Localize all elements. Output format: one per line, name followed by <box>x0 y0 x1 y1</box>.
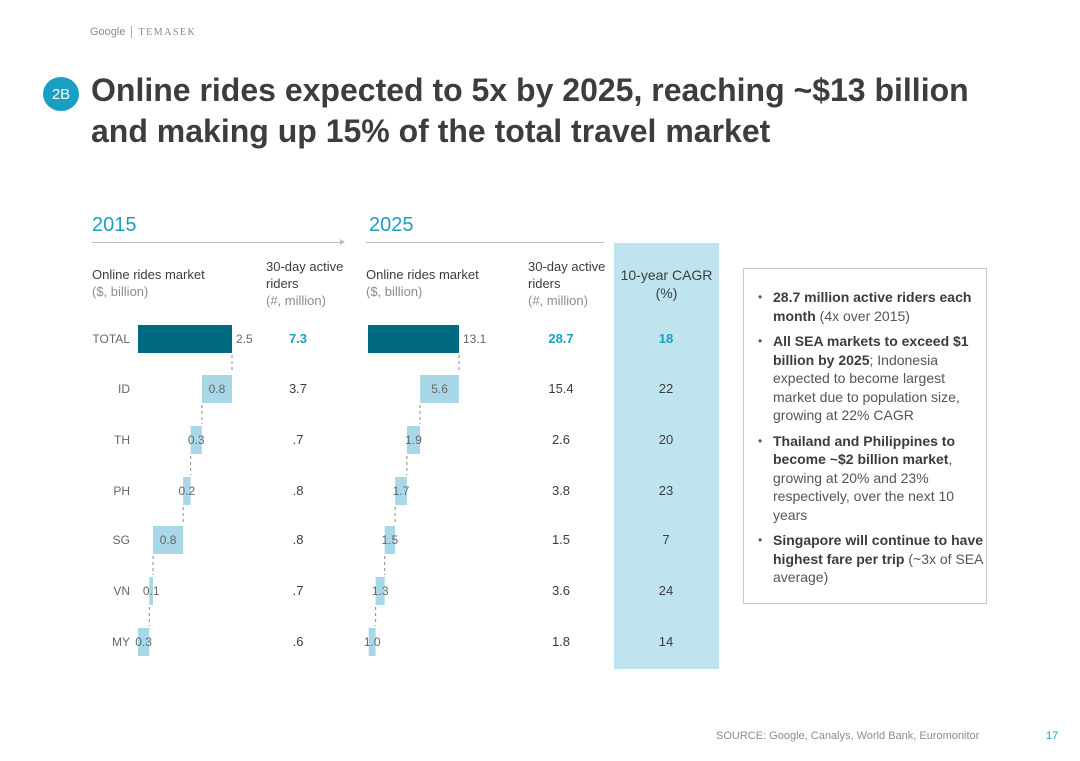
year-2025-divider <box>366 242 604 243</box>
value-label-2015-3: 0.2 <box>179 484 196 498</box>
bar-2025-sg <box>384 526 396 554</box>
value-label-2025-5: 1.3 <box>372 584 389 598</box>
value-label-2025-6: 1.0 <box>364 635 381 649</box>
bar-2015-th <box>190 426 202 454</box>
insight-highlight: Thailand and Philippines to become ~$2 b… <box>773 432 956 468</box>
market-header-2015-title: Online rides market <box>92 267 205 282</box>
riders-value-2015-3: .8 <box>293 483 304 498</box>
riders-header-2015: 30-day active riders (#, million) <box>266 258 356 309</box>
market-header-2025-unit: ($, billion) <box>366 284 423 299</box>
riders-value-2025-5: 3.6 <box>552 583 570 598</box>
cagr-header: 10-year CAGR (%) <box>620 267 713 301</box>
riders-value-2015-5: .7 <box>293 583 304 598</box>
insight-item: Singapore will continue to have highest … <box>744 531 986 587</box>
brand-logo: Google TEMASEK <box>90 26 196 38</box>
insight-highlight: All SEA markets to exceed $1 billion by … <box>773 333 969 368</box>
insight-item: 28.7 million active riders each month (4… <box>744 288 986 325</box>
riders-header-2025: 30-day active riders (#, million) <box>528 258 618 309</box>
category-label-th: TH <box>114 433 130 447</box>
insight-item: Thailand and Philippines to become ~$2 b… <box>744 432 986 525</box>
bar-2015-total <box>138 325 232 353</box>
bar-2015-id <box>201 375 232 403</box>
market-header-2025-title: Online rides market <box>366 267 479 282</box>
cagr-value-6: 14 <box>659 634 673 649</box>
riders-value-2015-4: .8 <box>293 532 304 547</box>
bar-2015-vn <box>149 577 154 605</box>
insight-text: (~3x of SEA average) <box>773 550 983 586</box>
year-2025-label: 2025 <box>369 214 414 236</box>
cagr-value-1: 22 <box>659 381 673 396</box>
insight-text: (4x over 2015) <box>815 307 910 324</box>
timeline-arrow-icon <box>340 239 345 245</box>
bar-2015-ph <box>183 477 191 505</box>
bar-2025-id <box>420 375 459 403</box>
value-label-2015-1: 0.8 <box>209 382 226 396</box>
riders-value-2025-6: 1.8 <box>552 634 570 649</box>
riders-value-2015-6: .6 <box>293 634 304 649</box>
bar-2015-sg <box>153 526 184 554</box>
bar-2025-ph <box>395 477 407 505</box>
riders-value-2015-1: 3.7 <box>289 381 307 396</box>
value-label-2025-total: 13.1 <box>463 332 487 346</box>
cagr-column-background <box>614 243 719 669</box>
year-2015-divider <box>92 242 340 243</box>
riders-value-2025-2: 2.6 <box>552 432 570 447</box>
google-logo-text: Google <box>90 26 126 38</box>
riders-value-2025-1: 15.4 <box>548 381 573 396</box>
logo-divider <box>131 26 133 38</box>
riders-value-2025-0: 28.7 <box>548 331 573 346</box>
page-number: 17 <box>1046 730 1059 742</box>
bar-2025-th <box>406 426 421 454</box>
market-header-2025: Online rides market ($, billion) <box>366 266 526 300</box>
insights-box: 28.7 million active riders each month (4… <box>743 268 987 604</box>
source-note: SOURCE: Google, Canalys, World Bank, Eur… <box>716 730 980 742</box>
cagr-value-2: 20 <box>659 432 673 447</box>
cagr-value-5: 24 <box>659 583 673 598</box>
cagr-value-0: 18 <box>659 331 673 346</box>
category-label-vn: VN <box>113 584 130 598</box>
cagr-value-3: 23 <box>659 483 673 498</box>
market-header-2015: Online rides market ($, billion) <box>92 266 252 300</box>
insight-item: All SEA markets to exceed $1 billion by … <box>744 332 986 425</box>
category-label-total: TOTAL <box>92 332 130 346</box>
value-label-2025-1: 5.6 <box>431 382 448 396</box>
riders-value-2025-3: 3.8 <box>552 483 570 498</box>
riders-header-2025-unit: (#, million) <box>528 293 588 308</box>
value-label-2025-2: 1.9 <box>405 433 422 447</box>
value-label-2015-5: 0.1 <box>143 584 160 598</box>
insights-list: 28.7 million active riders each month (4… <box>744 288 986 587</box>
category-label-id: ID <box>118 382 130 396</box>
riders-value-2015-0: 7.3 <box>289 331 307 346</box>
insight-highlight: 28.7 million active riders each month <box>773 289 972 324</box>
riders-value-2025-4: 1.5 <box>552 532 570 547</box>
value-label-2015-6: 0.3 <box>135 635 152 649</box>
value-label-2015-2: 0.3 <box>188 433 205 447</box>
bar-2025-total <box>368 325 459 353</box>
bar-2025-vn <box>375 577 385 605</box>
value-label-2015-4: 0.8 <box>160 533 177 547</box>
riders-value-2015-2: .7 <box>293 432 304 447</box>
year-2015-label: 2015 <box>92 214 137 236</box>
riders-header-2025-title: 30-day active riders <box>528 259 606 291</box>
insight-text: , growing at 20% and 23% respectively, o… <box>773 451 955 523</box>
section-badge: 2B <box>43 77 79 111</box>
value-label-2025-4: 1.5 <box>382 533 399 547</box>
bar-2015-my <box>138 628 150 656</box>
value-label-2015-total: 2.5 <box>236 332 253 346</box>
bar-2025-my <box>368 628 376 656</box>
category-label-my: MY <box>112 635 130 649</box>
page-title: Online rides expected to 5x by 2025, rea… <box>91 72 969 149</box>
insight-highlight: Singapore will continue to have highest … <box>773 532 984 567</box>
market-header-2015-unit: ($, billion) <box>92 284 149 299</box>
insight-text: ; Indonesia expected to become largest m… <box>773 351 960 424</box>
category-label-sg: SG <box>113 533 130 547</box>
cagr-value-4: 7 <box>662 532 669 547</box>
value-label-2025-3: 1.7 <box>393 484 410 498</box>
category-label-ph: PH <box>113 484 130 498</box>
temasek-logo-text: TEMASEK <box>138 26 197 38</box>
riders-header-2015-unit: (#, million) <box>266 293 326 308</box>
riders-header-2015-title: 30-day active riders <box>266 259 344 291</box>
